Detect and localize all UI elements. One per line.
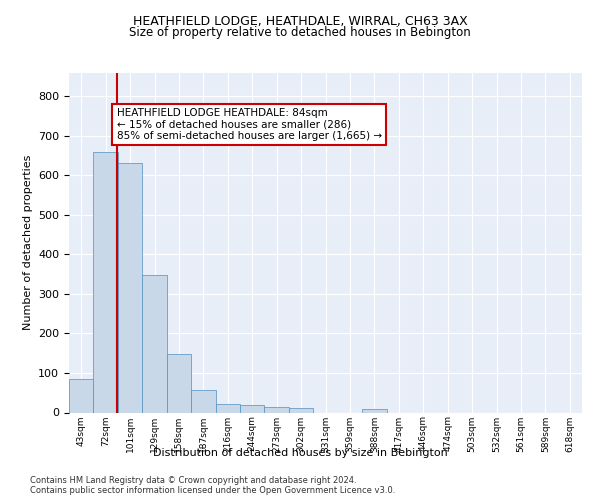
Bar [94, 152, 118, 412]
Text: HEATHFIELD LODGE HEATHDALE: 84sqm
← 15% of detached houses are smaller (286)
85%: HEATHFIELD LODGE HEATHDALE: 84sqm ← 15% … [116, 108, 382, 142]
Text: Contains HM Land Registry data © Crown copyright and database right 2024.: Contains HM Land Registry data © Crown c… [30, 476, 356, 485]
Text: Distribution of detached houses by size in Bebington: Distribution of detached houses by size … [152, 448, 448, 458]
Y-axis label: Number of detached properties: Number of detached properties [23, 155, 32, 330]
Bar [118, 164, 142, 412]
Bar [215, 404, 240, 412]
Text: Contains public sector information licensed under the Open Government Licence v3: Contains public sector information licen… [30, 486, 395, 495]
Bar [362, 410, 386, 412]
Bar [289, 408, 313, 412]
Bar [265, 406, 289, 412]
Bar [142, 275, 167, 412]
Bar [167, 354, 191, 412]
Text: Size of property relative to detached houses in Bebington: Size of property relative to detached ho… [129, 26, 471, 39]
Bar [191, 390, 215, 412]
Text: HEATHFIELD LODGE, HEATHDALE, WIRRAL, CH63 3AX: HEATHFIELD LODGE, HEATHDALE, WIRRAL, CH6… [133, 15, 467, 28]
Bar [240, 406, 265, 412]
Bar [69, 379, 94, 412]
